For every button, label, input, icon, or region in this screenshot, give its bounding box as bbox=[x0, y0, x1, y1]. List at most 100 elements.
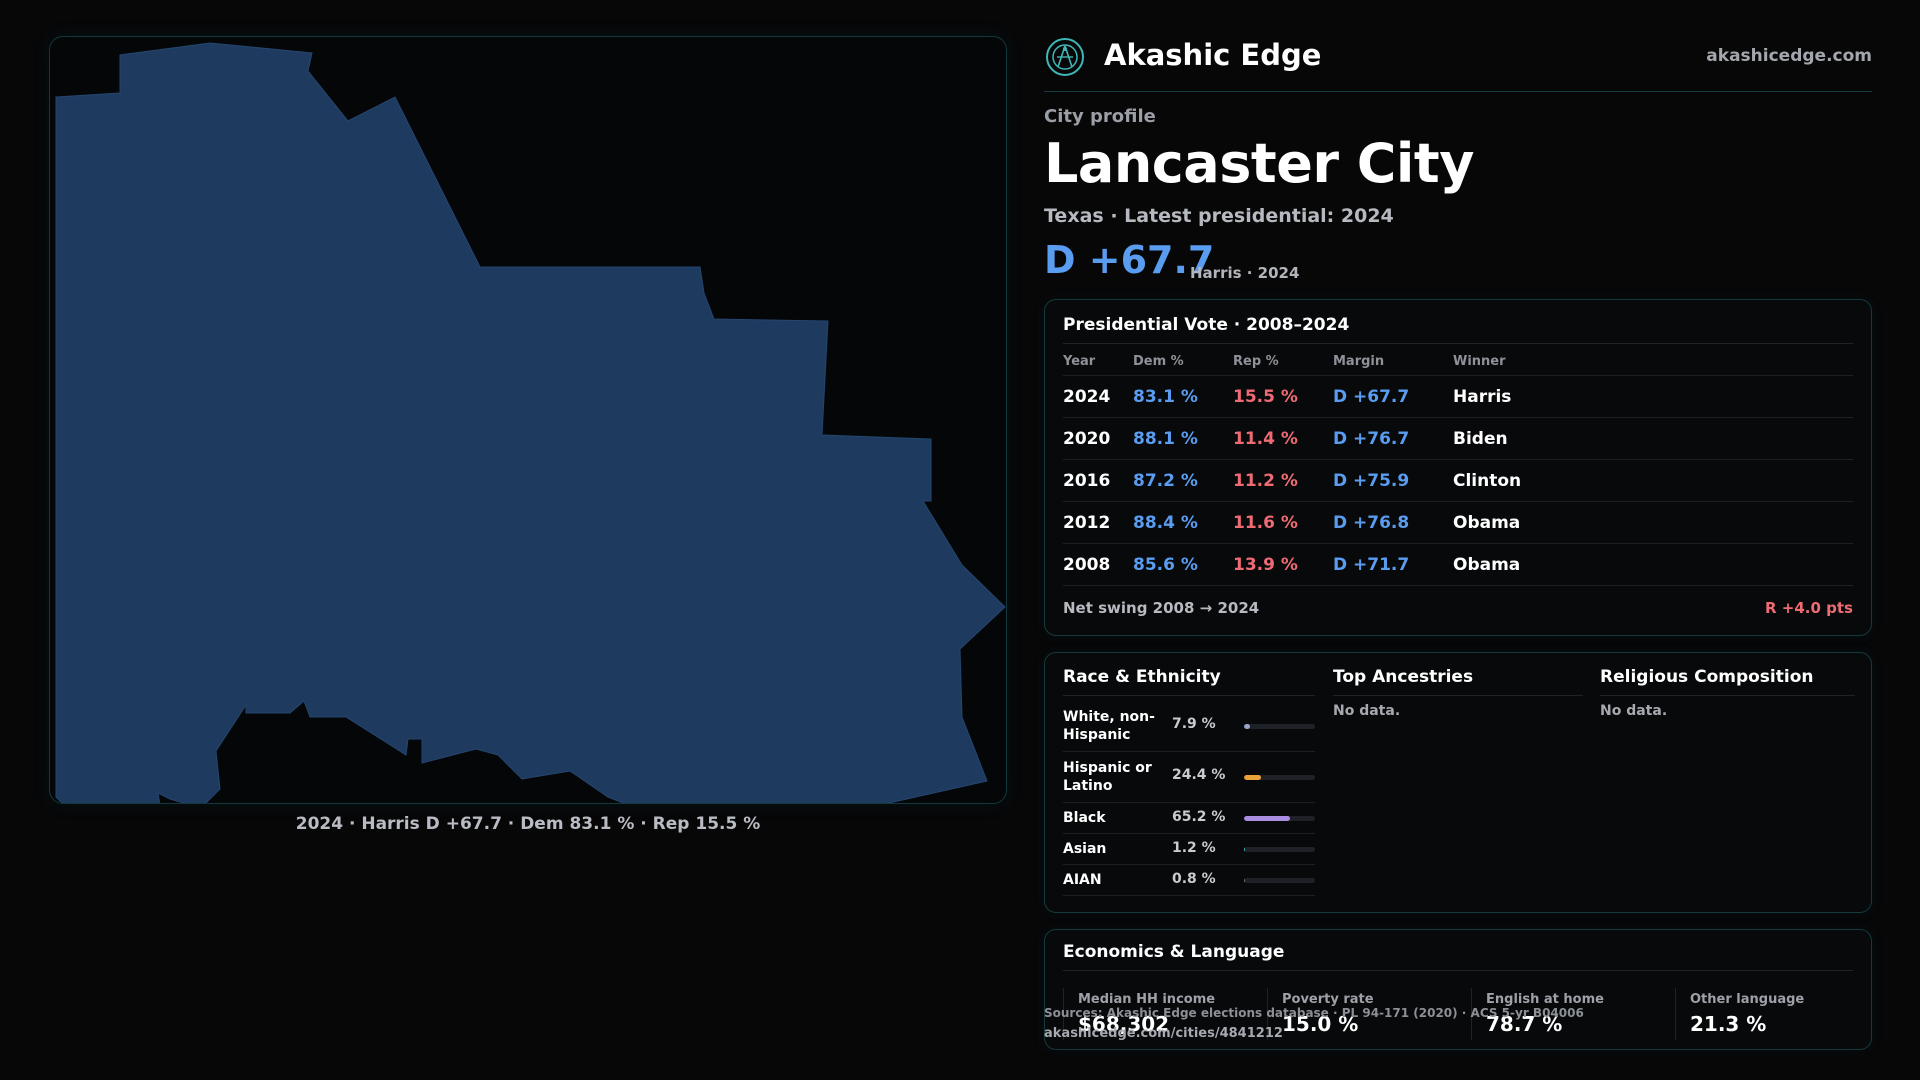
headline-margin: D +67.7 bbox=[1044, 238, 1215, 282]
stat-other-language: Other language 21.3 % bbox=[1675, 988, 1871, 1040]
race-bar-track bbox=[1244, 724, 1315, 729]
race-percent: 65.2 % bbox=[1172, 809, 1226, 825]
race-name: Hispanic or Latino bbox=[1063, 760, 1152, 794]
city-boundary-shape[interactable] bbox=[50, 37, 1007, 804]
table-row: 2008 85.6 % 13.9 % D +71.7 Obama bbox=[1063, 544, 1853, 586]
year-cell: 2016 bbox=[1063, 471, 1111, 491]
presidential-vote-card: Presidential Vote · 2008–2024 Year Dem %… bbox=[1044, 299, 1872, 636]
divider bbox=[1063, 695, 1315, 696]
net-swing-row: Net swing 2008 → 2024 R +4.0 pts bbox=[1063, 593, 1853, 621]
brand-url-link[interactable]: akashicedge.com bbox=[1706, 46, 1872, 66]
rep-cell: 11.2 % bbox=[1233, 471, 1298, 491]
city-boundary-polygon[interactable] bbox=[55, 42, 1006, 804]
empty-state: No data. bbox=[1333, 703, 1401, 719]
section-title: Top Ancestries bbox=[1333, 667, 1474, 687]
stat-label: Other language bbox=[1690, 992, 1805, 1007]
page-eyebrow: City profile bbox=[1044, 106, 1156, 127]
city-map-panel[interactable] bbox=[49, 36, 1007, 804]
column-header-year: Year bbox=[1063, 354, 1096, 369]
race-bar-fill bbox=[1244, 724, 1250, 729]
race-percent: 1.2 % bbox=[1172, 840, 1216, 856]
table-row: 2016 87.2 % 11.2 % D +75.9 Clinton bbox=[1063, 460, 1853, 502]
demographics-card: Race & Ethnicity White, non-Hispanic 7.9… bbox=[1044, 652, 1872, 913]
source-url-link[interactable]: akashicedge.com/cities/4841212 bbox=[1044, 1026, 1283, 1041]
section-title: Race & Ethnicity bbox=[1063, 667, 1221, 687]
winner-cell: Obama bbox=[1453, 513, 1521, 533]
net-swing-value: R +4.0 pts bbox=[1765, 599, 1853, 617]
rep-cell: 11.4 % bbox=[1233, 429, 1298, 449]
divider bbox=[1333, 695, 1583, 696]
margin-cell: D +76.7 bbox=[1333, 429, 1410, 449]
divider bbox=[1063, 970, 1853, 971]
brand-name: Akashic Edge bbox=[1104, 38, 1322, 72]
vote-table: Year Dem % Rep % Margin Winner 2024 83.1… bbox=[1063, 348, 1853, 586]
margin-cell: D +75.9 bbox=[1333, 471, 1410, 491]
year-cell: 2008 bbox=[1063, 555, 1111, 575]
dem-cell: 88.4 % bbox=[1133, 513, 1198, 533]
race-bar-track bbox=[1244, 816, 1315, 821]
list-item: Asian 1.2 % bbox=[1063, 834, 1315, 865]
winner-cell: Biden bbox=[1453, 429, 1508, 449]
stat-english-home: English at home 78.7 % bbox=[1471, 988, 1675, 1040]
page-subtitle: Texas · Latest presidential: 2024 bbox=[1044, 205, 1394, 227]
race-bar-fill bbox=[1244, 816, 1291, 821]
stat-value: $68,302 bbox=[1078, 1012, 1170, 1036]
table-row: 2012 88.4 % 11.6 % D +76.8 Obama bbox=[1063, 502, 1853, 544]
compass-emblem-icon bbox=[1046, 38, 1084, 76]
stat-value: 78.7 % bbox=[1486, 1012, 1563, 1036]
race-list: White, non-Hispanic 7.9 % Hispanic or La… bbox=[1063, 701, 1315, 896]
winner-cell: Clinton bbox=[1453, 471, 1522, 491]
list-item: White, non-Hispanic 7.9 % bbox=[1063, 701, 1315, 752]
margin-cell: D +71.7 bbox=[1333, 555, 1410, 575]
rep-cell: 15.5 % bbox=[1233, 387, 1298, 407]
religion-section: Religious Composition No data. bbox=[1600, 653, 1855, 914]
ancestries-section: Top Ancestries No data. bbox=[1333, 653, 1583, 914]
winner-cell: Harris bbox=[1453, 387, 1512, 407]
year-cell: 2012 bbox=[1063, 513, 1111, 533]
column-header-margin: Margin bbox=[1333, 354, 1385, 369]
race-percent: 0.8 % bbox=[1172, 871, 1216, 887]
race-percent: 24.4 % bbox=[1172, 767, 1226, 783]
column-header-rep: Rep % bbox=[1233, 354, 1279, 369]
economics-card: Economics & Language Median HH income $6… bbox=[1044, 929, 1872, 1050]
race-bar-track bbox=[1244, 878, 1315, 883]
table-row: 2024 83.1 % 15.5 % D +67.7 Harris bbox=[1063, 376, 1853, 418]
stat-label: Median HH income bbox=[1078, 992, 1216, 1007]
year-cell: 2020 bbox=[1063, 429, 1111, 449]
dem-cell: 83.1 % bbox=[1133, 387, 1198, 407]
stat-label: English at home bbox=[1486, 992, 1604, 1007]
race-bar-fill bbox=[1244, 847, 1246, 852]
column-header-dem: Dem % bbox=[1133, 354, 1184, 369]
dem-cell: 88.1 % bbox=[1133, 429, 1198, 449]
divider bbox=[1063, 343, 1853, 344]
map-caption: 2024 · Harris D +67.7 · Dem 83.1 % · Rep… bbox=[295, 814, 761, 834]
margin-cell: D +67.7 bbox=[1333, 387, 1410, 407]
race-bar-track bbox=[1244, 847, 1315, 852]
brand-header: Akashic Edge akashicedge.com bbox=[1044, 34, 1872, 92]
race-percent: 7.9 % bbox=[1172, 716, 1216, 732]
economics-stats: Median HH income $68,302 Poverty rate 15… bbox=[1063, 988, 1871, 1040]
dem-cell: 85.6 % bbox=[1133, 555, 1198, 575]
race-bar-track bbox=[1244, 775, 1315, 780]
race-name: AIAN bbox=[1063, 872, 1102, 888]
section-title: Religious Composition bbox=[1600, 667, 1814, 687]
stat-value: 21.3 % bbox=[1690, 1012, 1767, 1036]
empty-state: No data. bbox=[1600, 703, 1668, 719]
rep-cell: 13.9 % bbox=[1233, 555, 1298, 575]
rep-cell: 11.6 % bbox=[1233, 513, 1298, 533]
winner-cell: Obama bbox=[1453, 555, 1521, 575]
divider bbox=[1600, 695, 1855, 696]
list-item: AIAN 0.8 % bbox=[1063, 865, 1315, 896]
margin-cell: D +76.8 bbox=[1333, 513, 1410, 533]
race-name: Asian bbox=[1063, 841, 1107, 857]
race-ethnicity-section: Race & Ethnicity White, non-Hispanic 7.9… bbox=[1063, 653, 1315, 914]
column-header-winner: Winner bbox=[1453, 354, 1506, 369]
dem-cell: 87.2 % bbox=[1133, 471, 1198, 491]
list-item: Black 65.2 % bbox=[1063, 803, 1315, 834]
race-bar-fill bbox=[1244, 775, 1262, 780]
race-name: White, non-Hispanic bbox=[1063, 709, 1155, 743]
stat-value: 15.0 % bbox=[1282, 1012, 1359, 1036]
card-title: Economics & Language bbox=[1063, 942, 1285, 962]
race-bar-fill bbox=[1244, 878, 1246, 883]
page-title: Lancaster City bbox=[1044, 132, 1474, 195]
